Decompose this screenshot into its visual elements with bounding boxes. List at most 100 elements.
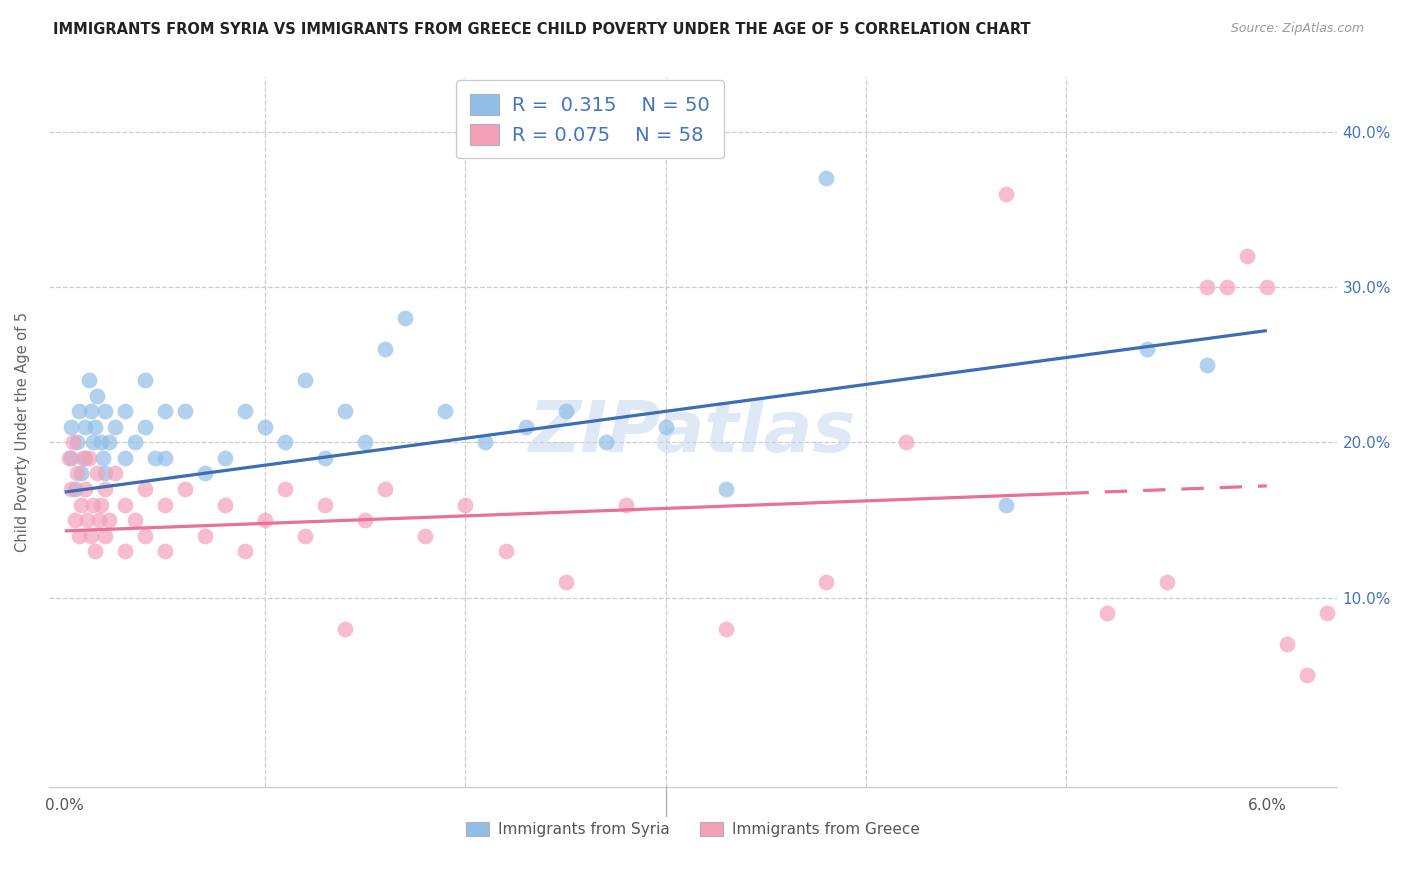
Point [815, 575, 838, 590]
Point [194, 467, 217, 481]
Point [124, 513, 146, 527]
Legend: Immigrants from Syria, Immigrants from Greece: Immigrants from Syria, Immigrants from G… [460, 815, 927, 843]
Y-axis label: Child Poverty Under the Age of 5: Child Poverty Under the Age of 5 [15, 312, 30, 552]
Point [67, 528, 90, 542]
Point [1256, 280, 1278, 294]
Point [153, 404, 176, 418]
Point [134, 482, 156, 496]
Point [63, 513, 86, 527]
Point [104, 467, 127, 481]
Point [83, 544, 105, 558]
Point [233, 404, 256, 418]
Point [314, 498, 336, 512]
Point [59, 450, 82, 465]
Point [73, 482, 96, 496]
Point [59, 420, 82, 434]
Point [415, 528, 437, 542]
Point [214, 498, 236, 512]
Point [354, 435, 377, 450]
Point [86, 467, 108, 481]
Point [454, 498, 477, 512]
Point [194, 528, 217, 542]
Point [815, 171, 838, 186]
Point [66, 435, 89, 450]
Point [86, 389, 108, 403]
Point [73, 420, 96, 434]
Point [94, 482, 117, 496]
Point [554, 575, 576, 590]
Point [354, 513, 377, 527]
Point [714, 622, 737, 636]
Point [153, 544, 176, 558]
Text: Source: ZipAtlas.com: Source: ZipAtlas.com [1230, 22, 1364, 36]
Text: ZIPatlas: ZIPatlas [529, 398, 856, 467]
Point [1136, 342, 1159, 356]
Point [995, 498, 1018, 512]
Point [114, 544, 136, 558]
Point [80, 404, 103, 418]
Point [174, 482, 197, 496]
Point [91, 450, 114, 465]
Point [254, 513, 277, 527]
Point [335, 404, 357, 418]
Point [274, 435, 297, 450]
Point [72, 450, 94, 465]
Point [655, 420, 678, 434]
Point [294, 373, 316, 387]
Point [77, 373, 100, 387]
Point [134, 373, 156, 387]
Point [614, 498, 637, 512]
Point [374, 482, 396, 496]
Point [274, 482, 297, 496]
Point [114, 450, 136, 465]
Point [1156, 575, 1178, 590]
Point [97, 435, 120, 450]
Point [80, 528, 103, 542]
Point [214, 450, 236, 465]
Point [1195, 358, 1218, 372]
Point [1316, 606, 1339, 620]
Point [94, 404, 117, 418]
Point [69, 467, 91, 481]
Point [174, 404, 197, 418]
Point [1095, 606, 1118, 620]
Point [374, 342, 396, 356]
Point [83, 420, 105, 434]
Point [77, 450, 100, 465]
Point [394, 311, 416, 326]
Point [495, 544, 517, 558]
Point [94, 467, 117, 481]
Point [554, 404, 576, 418]
Point [63, 482, 86, 496]
Point [94, 528, 117, 542]
Point [254, 420, 277, 434]
Point [153, 450, 176, 465]
Point [595, 435, 617, 450]
Point [134, 528, 156, 542]
Point [153, 498, 176, 512]
Point [62, 435, 84, 450]
Point [896, 435, 918, 450]
Point [82, 435, 104, 450]
Point [104, 420, 127, 434]
Text: IMMIGRANTS FROM SYRIA VS IMMIGRANTS FROM GREECE CHILD POVERTY UNDER THE AGE OF 5: IMMIGRANTS FROM SYRIA VS IMMIGRANTS FROM… [53, 22, 1031, 37]
Point [1195, 280, 1218, 294]
Point [474, 435, 496, 450]
Point [314, 450, 336, 465]
Point [114, 498, 136, 512]
Point [1296, 668, 1319, 682]
Point [434, 404, 457, 418]
Point [294, 528, 316, 542]
Point [1336, 637, 1358, 651]
Point [114, 404, 136, 418]
Point [134, 420, 156, 434]
Point [90, 498, 112, 512]
Point [90, 435, 112, 450]
Point [67, 404, 90, 418]
Point [515, 420, 537, 434]
Point [124, 435, 146, 450]
Point [69, 498, 91, 512]
Point [995, 186, 1018, 201]
Point [714, 482, 737, 496]
Point [82, 498, 104, 512]
